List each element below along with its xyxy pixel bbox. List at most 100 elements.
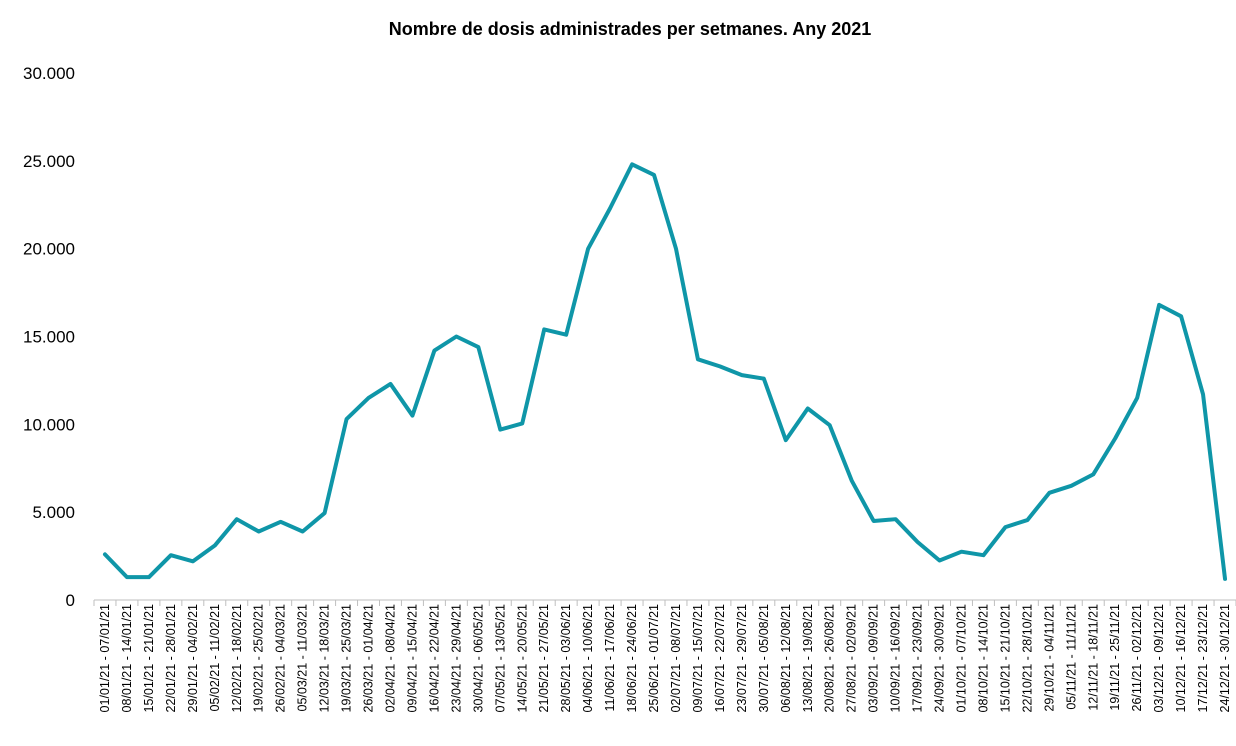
x-tick-label: 08/10/21 - 14/10/21: [976, 604, 990, 712]
x-tick-label: 27/08/21 - 02/09/21: [845, 604, 859, 712]
y-tick-label: 25.000: [23, 152, 75, 171]
data-point: [1003, 525, 1007, 529]
data-point: [718, 364, 722, 368]
data-point: [564, 333, 568, 337]
data-point: [301, 529, 305, 533]
x-tick-label: 14/05/21 - 20/05/21: [515, 604, 529, 712]
data-point: [608, 206, 612, 210]
data-point: [916, 540, 920, 544]
x-tick-label: 02/04/21 - 08/04/21: [383, 604, 397, 712]
x-tick-label: 29/01/21 - 04/02/21: [186, 604, 200, 712]
series-line: [102, 162, 1228, 581]
x-tick-label: 12/02/21 - 18/02/21: [230, 604, 244, 712]
x-tick-label: 22/01/21 - 28/01/21: [164, 604, 178, 712]
x-tick-label: 29/10/21 - 04/11/21: [1042, 604, 1056, 712]
x-tick-label: 07/05/21 - 13/05/21: [493, 604, 507, 712]
data-point: [872, 519, 876, 523]
x-tick-label: 04/06/21 - 10/06/21: [581, 604, 595, 712]
x-tick-label: 09/04/21 - 15/04/21: [405, 604, 419, 712]
data-point: [323, 511, 327, 515]
x-tick-label: 30/07/21 - 05/08/21: [757, 604, 771, 712]
x-tick-label: 13/08/21 - 19/08/21: [801, 604, 815, 712]
x-tick-label: 25/06/21 - 01/07/21: [647, 604, 661, 712]
x-tick-label: 19/03/21 - 25/03/21: [340, 604, 354, 712]
y-tick-label: 20.000: [23, 240, 75, 259]
data-point: [1047, 491, 1051, 495]
x-axis-ticks: [93, 600, 1236, 606]
data-point: [1135, 396, 1139, 400]
data-point: [169, 553, 173, 557]
data-point: [191, 559, 195, 563]
data-point: [388, 382, 392, 386]
data-point: [1091, 472, 1095, 476]
data-point: [674, 247, 678, 251]
data-point: [1069, 484, 1073, 488]
data-point: [894, 517, 898, 521]
x-tick-label: 21/05/21 - 27/05/21: [537, 604, 551, 712]
x-tick-label: 22/10/21 - 28/10/21: [1020, 604, 1034, 712]
data-point: [652, 173, 656, 177]
data-point: [279, 520, 283, 524]
data-point: [213, 544, 217, 548]
x-tick-label: 05/02/21 - 11/02/21: [208, 604, 222, 712]
data-point: [367, 396, 371, 400]
y-tick-label: 0: [66, 591, 75, 610]
y-axis: 0 5.000 10.000 15.000 20.000 25.000 30.000: [23, 64, 75, 610]
data-point: [959, 550, 963, 554]
data-point: [696, 357, 700, 361]
data-point: [147, 575, 151, 579]
data-point: [1223, 577, 1227, 581]
x-tick-label: 23/04/21 - 29/04/21: [449, 604, 463, 712]
x-tick-label: 15/10/21 - 21/10/21: [998, 604, 1012, 712]
data-point: [345, 417, 349, 421]
data-point: [542, 327, 546, 331]
x-tick-label: 05/03/21 - 11/03/21: [296, 604, 310, 712]
x-tick-label: 01/10/21 - 07/10/21: [954, 604, 968, 712]
data-point: [125, 575, 129, 579]
data-point: [806, 407, 810, 411]
x-tick-label: 16/07/21 - 22/07/21: [713, 604, 727, 712]
x-tick-label: 08/01/21 - 14/01/21: [120, 604, 134, 712]
data-point: [1025, 518, 1029, 522]
data-point: [520, 421, 524, 425]
x-tick-label: 11/06/21 - 17/06/21: [603, 604, 617, 712]
x-tick-label: 24/12/21 - 30/12/21: [1218, 604, 1232, 712]
x-tick-label: 05/11/21 - 11/11/21: [1064, 604, 1078, 710]
y-tick-label: 30.000: [23, 64, 75, 83]
x-tick-label: 19/02/21 - 25/02/21: [252, 604, 266, 712]
data-point: [1157, 303, 1161, 307]
chart-title: Nombre de dosis administrades per setman…: [389, 19, 872, 39]
x-tick-label: 03/12/21 - 09/12/21: [1152, 604, 1166, 712]
data-point: [938, 558, 942, 562]
x-tick-label: 17/09/21 - 23/09/21: [911, 604, 925, 712]
data-point: [740, 373, 744, 377]
data-point: [981, 553, 985, 557]
x-tick-label: 23/07/21 - 29/07/21: [735, 604, 749, 712]
data-points: [103, 162, 1227, 581]
x-tick-label: 24/09/21 - 30/09/21: [933, 604, 947, 712]
x-tick-label: 28/05/21 - 03/06/21: [559, 604, 573, 712]
y-tick-label: 15.000: [23, 328, 75, 347]
x-tick-label: 26/11/21 - 02/12/21: [1130, 604, 1144, 712]
data-point: [586, 247, 590, 251]
x-tick-label: 12/11/21 - 18/11/21: [1086, 604, 1100, 711]
x-tick-label: 03/09/21 - 09/09/21: [867, 604, 881, 712]
x-tick-label: 20/08/21 - 26/08/21: [823, 604, 837, 712]
x-tick-label: 01/01/21 - 07/01/21: [98, 604, 112, 712]
data-point: [476, 345, 480, 349]
x-axis-labels: 01/01/21 - 07/01/21 08/01/21 - 14/01/21 15…: [98, 604, 1232, 712]
data-point: [432, 349, 436, 353]
data-point: [235, 517, 239, 521]
x-tick-label: 15/01/21 - 21/01/21: [142, 604, 156, 712]
data-point: [1113, 436, 1117, 440]
x-tick-label: 06/08/21 - 12/08/21: [779, 604, 793, 712]
data-point: [410, 414, 414, 418]
data-point: [454, 335, 458, 339]
data-point: [498, 428, 502, 432]
x-tick-label: 17/12/21 - 23/12/21: [1196, 604, 1210, 712]
data-point: [1179, 314, 1183, 318]
y-tick-label: 10.000: [23, 415, 75, 434]
data-point: [630, 162, 634, 166]
y-tick-label: 5.000: [32, 503, 75, 522]
data-point: [850, 479, 854, 483]
